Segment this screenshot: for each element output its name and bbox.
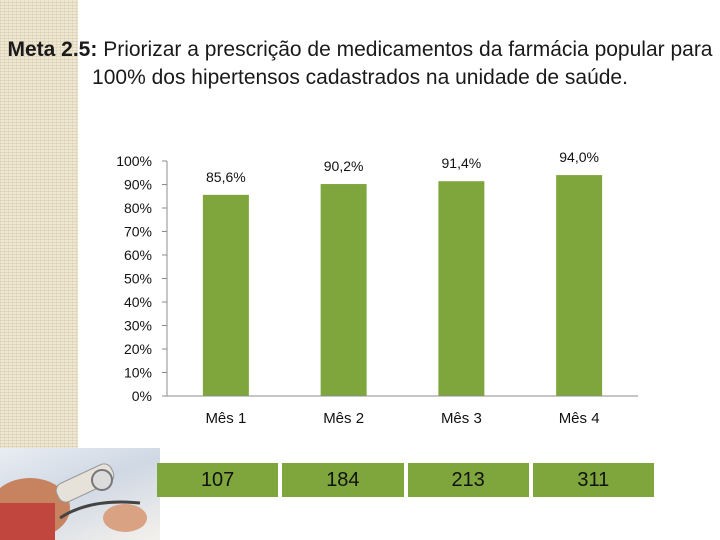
y-tick-label: 50% bbox=[124, 271, 152, 287]
bar bbox=[438, 181, 485, 396]
y-tick-label: 20% bbox=[124, 341, 152, 357]
x-tick-label: Mês 4 bbox=[559, 410, 600, 427]
y-tick-label: 40% bbox=[124, 294, 152, 310]
data-label: 90,2% bbox=[324, 158, 364, 174]
slide-title: Meta 2.5: Priorizar a prescrição de medi… bbox=[0, 36, 720, 92]
bar bbox=[556, 175, 603, 396]
title-prefix: Meta 2.5: bbox=[7, 38, 98, 61]
y-tick-label: 0% bbox=[132, 388, 152, 404]
paper-texture-strip bbox=[0, 0, 78, 450]
y-tick-label: 100% bbox=[116, 153, 152, 169]
data-label: 85,6% bbox=[206, 169, 246, 185]
y-axis: 0% 10% 20% 30% 40% 50% 60% 70% 80% 90% 100% bbox=[116, 153, 168, 404]
y-tick-label: 70% bbox=[124, 224, 152, 240]
blood-pressure-photo-icon bbox=[0, 448, 160, 540]
x-tick-label: Mês 2 bbox=[323, 410, 364, 427]
y-tick-label: 60% bbox=[124, 247, 152, 263]
data-label: 91,4% bbox=[442, 155, 482, 171]
data-label: 94,0% bbox=[559, 149, 599, 165]
x-axis: Mês 1 Mês 2 Mês 3 Mês 4 bbox=[167, 395, 638, 427]
total-cell-2: 184 bbox=[282, 463, 404, 497]
y-tick-label: 30% bbox=[124, 318, 152, 334]
total-cell-1: 107 bbox=[157, 463, 279, 497]
title-text: Priorizar a prescrição de medicamentos d… bbox=[92, 38, 713, 89]
y-tick-label: 90% bbox=[124, 177, 152, 193]
x-tick-label: Mês 1 bbox=[205, 410, 246, 427]
bars bbox=[202, 175, 603, 396]
data-labels: 85,6% 90,2% 91,4% 94,0% bbox=[206, 149, 599, 185]
totals-table: 107 184 213 311 bbox=[157, 463, 654, 497]
bar bbox=[202, 194, 249, 396]
total-cell-3: 213 bbox=[407, 463, 529, 497]
total-cell-4: 311 bbox=[532, 463, 654, 497]
y-tick-label: 80% bbox=[124, 200, 152, 216]
bar bbox=[320, 184, 367, 396]
y-tick-label: 10% bbox=[124, 365, 152, 381]
x-tick-label: Mês 3 bbox=[441, 410, 482, 427]
